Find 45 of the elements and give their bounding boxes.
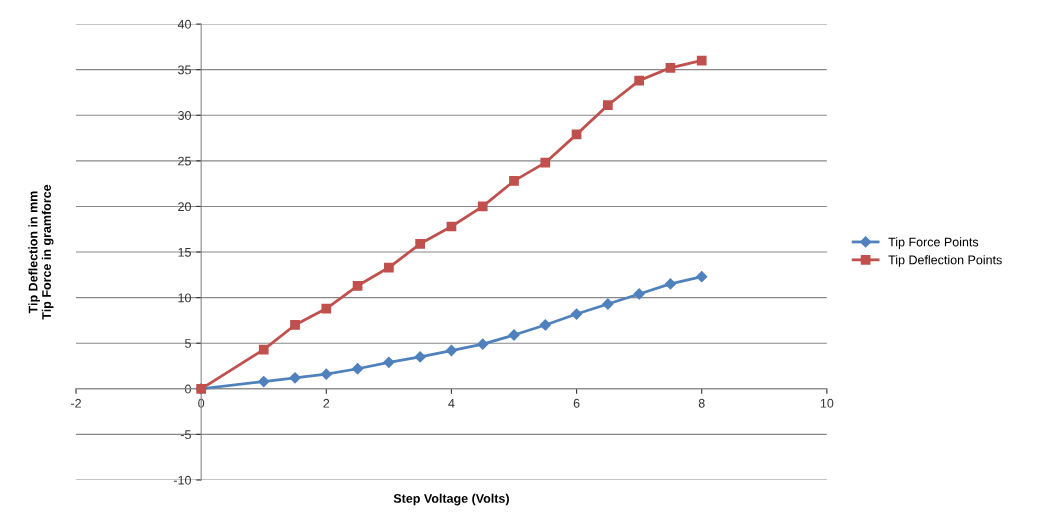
point	[289, 372, 301, 384]
point	[665, 62, 676, 73]
point	[321, 303, 332, 314]
point	[290, 320, 300, 330]
point	[477, 338, 489, 350]
point	[414, 351, 426, 363]
y-tick-label: 0	[184, 384, 191, 394]
y-tick-label: -10	[173, 475, 191, 485]
point	[570, 308, 583, 320]
point	[696, 55, 707, 66]
legend-label: Tip Deflection Points	[888, 255, 1002, 267]
point	[633, 288, 645, 300]
point	[258, 375, 270, 388]
y-tick-label: 15	[178, 247, 191, 257]
point	[509, 176, 519, 186]
x-tick-label: -2	[71, 398, 81, 408]
point	[351, 363, 364, 375]
x-tick-label: 8	[698, 398, 705, 408]
y-tick-label: 5	[184, 339, 191, 348]
point	[539, 319, 551, 331]
point	[602, 298, 614, 310]
x-tick-label: 10	[820, 398, 834, 408]
x-tick-label: 6	[573, 398, 580, 408]
point	[415, 238, 426, 249]
point	[352, 280, 363, 291]
point	[383, 356, 395, 368]
x-axis-title: Step Voltage (Volts)	[393, 493, 509, 506]
point	[664, 278, 677, 290]
point	[258, 344, 269, 355]
point	[602, 100, 613, 111]
point	[696, 271, 708, 283]
x-tick-label: 0	[198, 398, 205, 408]
point	[634, 75, 645, 86]
legend-label: Tip Force Points	[888, 237, 979, 249]
y-tick-label: 40	[177, 19, 191, 29]
point	[540, 157, 551, 168]
x-tick-label: 2	[323, 398, 330, 408]
y-tick-label: 25	[178, 156, 191, 166]
point	[445, 344, 458, 357]
point	[384, 262, 394, 273]
point	[320, 368, 332, 380]
y-axis-title: Tip Deflection in mm Tip Force in gramforce	[28, 184, 54, 320]
point	[477, 201, 488, 212]
y-tick-label: 30	[178, 111, 191, 120]
x-tick-label: 4	[448, 398, 455, 408]
